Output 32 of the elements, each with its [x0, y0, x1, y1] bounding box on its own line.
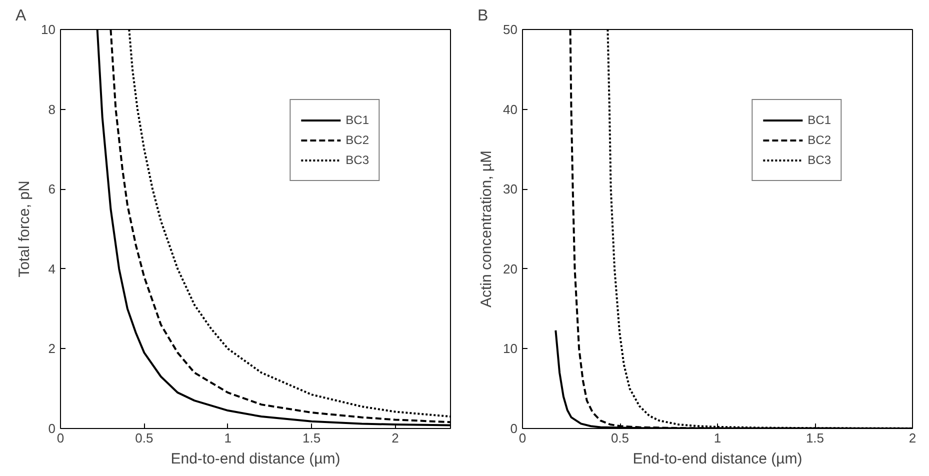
legend-label: BC3: [808, 153, 831, 167]
y-tick-label: 4: [48, 261, 56, 276]
y-tick-label: 50: [503, 22, 518, 37]
legend-label: BC3: [346, 153, 369, 167]
y-tick-label: 40: [503, 102, 518, 117]
x-tick-label: 1.5: [302, 430, 321, 446]
x-tick-label: 2: [392, 430, 399, 446]
y-tick-label: 0: [48, 421, 56, 436]
legend-label: BC1: [346, 113, 369, 127]
x-tick-label: 1.5: [806, 430, 824, 446]
y-tick-label: 2: [48, 341, 56, 356]
legend-label: BC2: [808, 133, 831, 147]
y-tick-label: 8: [48, 102, 56, 117]
y-tick-label: 10: [41, 22, 56, 37]
chart-title: B: [478, 8, 488, 24]
x-tick-label: 1: [224, 430, 232, 446]
legend-label: BC1: [808, 113, 831, 127]
y-tick-label: 10: [503, 341, 518, 356]
x-tick-label: 1: [714, 430, 722, 446]
x-tick-label: 0.5: [135, 430, 154, 446]
y-axis-title: Actin concentration, µM: [478, 150, 496, 308]
x-axis-title: End-to-end distance (µm): [170, 450, 340, 468]
x-tick-label: 2: [908, 430, 916, 446]
y-tick-label: 0: [510, 421, 518, 436]
legend-label: BC2: [346, 133, 369, 147]
chart-title: A: [16, 8, 26, 24]
x-tick-label: 0.5: [610, 430, 630, 446]
y-axis-title: Total force, pN: [16, 180, 34, 278]
x-axis-title: End-to-end distance (µm): [632, 450, 802, 468]
y-tick-label: 6: [48, 182, 56, 197]
y-tick-label: 30: [503, 182, 518, 197]
y-tick-label: 20: [503, 261, 518, 276]
